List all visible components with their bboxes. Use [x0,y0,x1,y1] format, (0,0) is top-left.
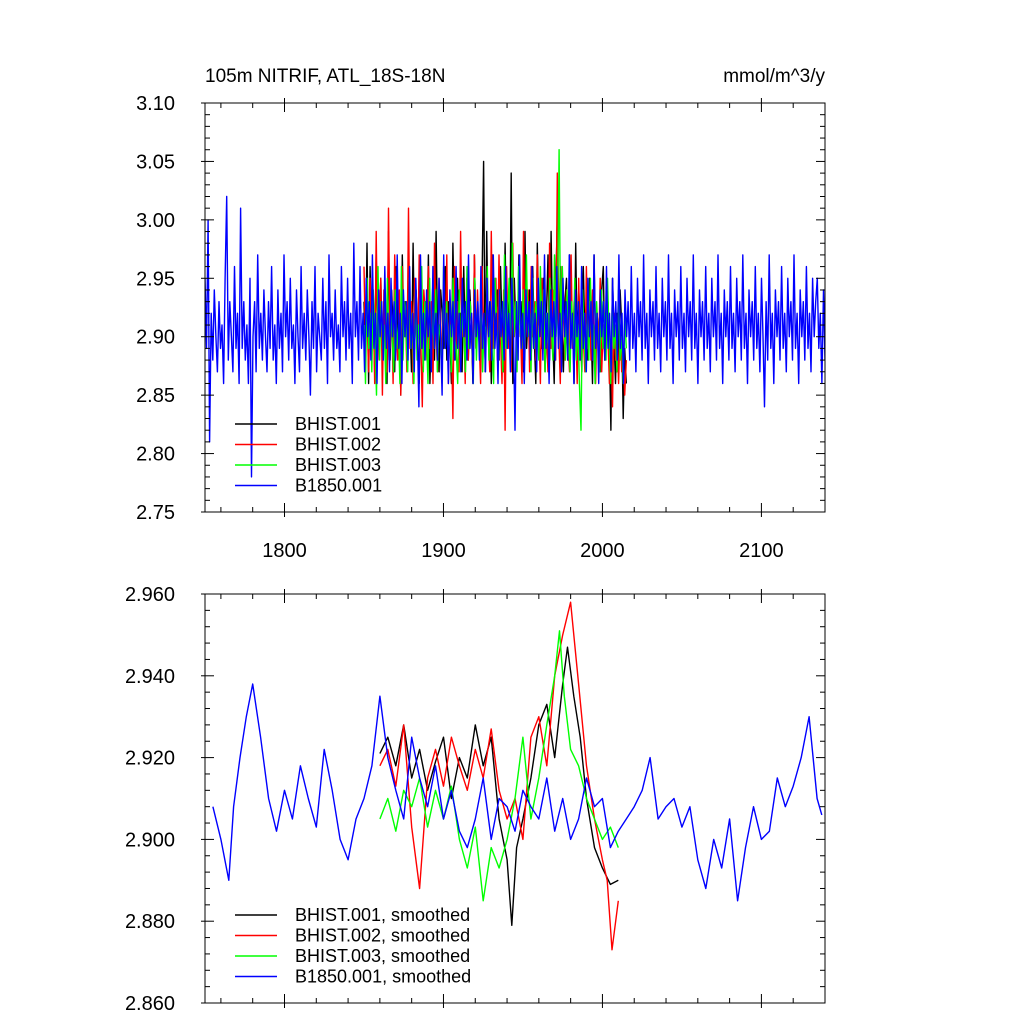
series-line-b1850-001 [212,683,823,902]
y-tick-label: 3.10 [136,93,175,115]
bottom-series-layer [212,601,823,951]
x-tick-label: 1800 [262,540,307,562]
chart-units: mmol/m^3/y [723,66,825,87]
series-line-b1850-001 [205,195,825,478]
top-chart-panel: 105m NITRIF, ATL_18S-18N mmol/m^3/y BHIS… [136,66,826,562]
series-line-bhist-001 [379,646,619,926]
series-line-bhist-002 [379,601,619,951]
legend-label: BHIST.001, smoothed [295,905,470,925]
top-series-layer [205,148,825,478]
y-tick-label: 2.920 [125,748,175,770]
y-tick-label: 2.960 [125,584,175,606]
top-axes: 2.75 2.80 2.85 2.90 2.95 3.00 3.05 3.10 1800 1900… [136,93,826,562]
series-line-bhist-003 [379,630,619,902]
x-tick-label: 2100 [739,540,784,562]
plot-frame [204,102,826,513]
legend-label: BHIST.003, smoothed [295,946,470,966]
x-tick-label: 2000 [580,540,625,562]
y-tick-label: 2.880 [125,911,175,933]
y-tick-label: 2.95 [136,268,175,290]
chart-title: 105m NITRIF, ATL_18S-18N [205,66,445,87]
x-tick-label: 1900 [421,540,466,562]
y-tick-label: 2.90 [136,327,175,349]
y-tick-label: 2.85 [136,385,175,407]
y-tick-label: 2.860 [125,993,175,1015]
y-tick-label: 2.75 [136,502,175,524]
bottom-axes: 2.860 2.880 2.900 2.920 2.940 2.960 [125,584,826,1015]
y-tick-label: 3.00 [136,210,175,232]
legend-label: B1850.001, smoothed [295,967,471,987]
legend-label: BHIST.002 [295,435,381,455]
y-tick-label: 3.05 [136,151,175,173]
y-tick-label: 2.940 [125,666,175,688]
y-tick-label: 2.900 [125,829,175,851]
plot-frame [204,593,826,1004]
legend-label: BHIST.001 [295,414,381,434]
legend-label: BHIST.003 [295,455,381,475]
legend-label: B1850.001 [295,476,382,496]
y-tick-label: 2.80 [136,444,175,466]
legend-label: BHIST.002, smoothed [295,926,470,946]
